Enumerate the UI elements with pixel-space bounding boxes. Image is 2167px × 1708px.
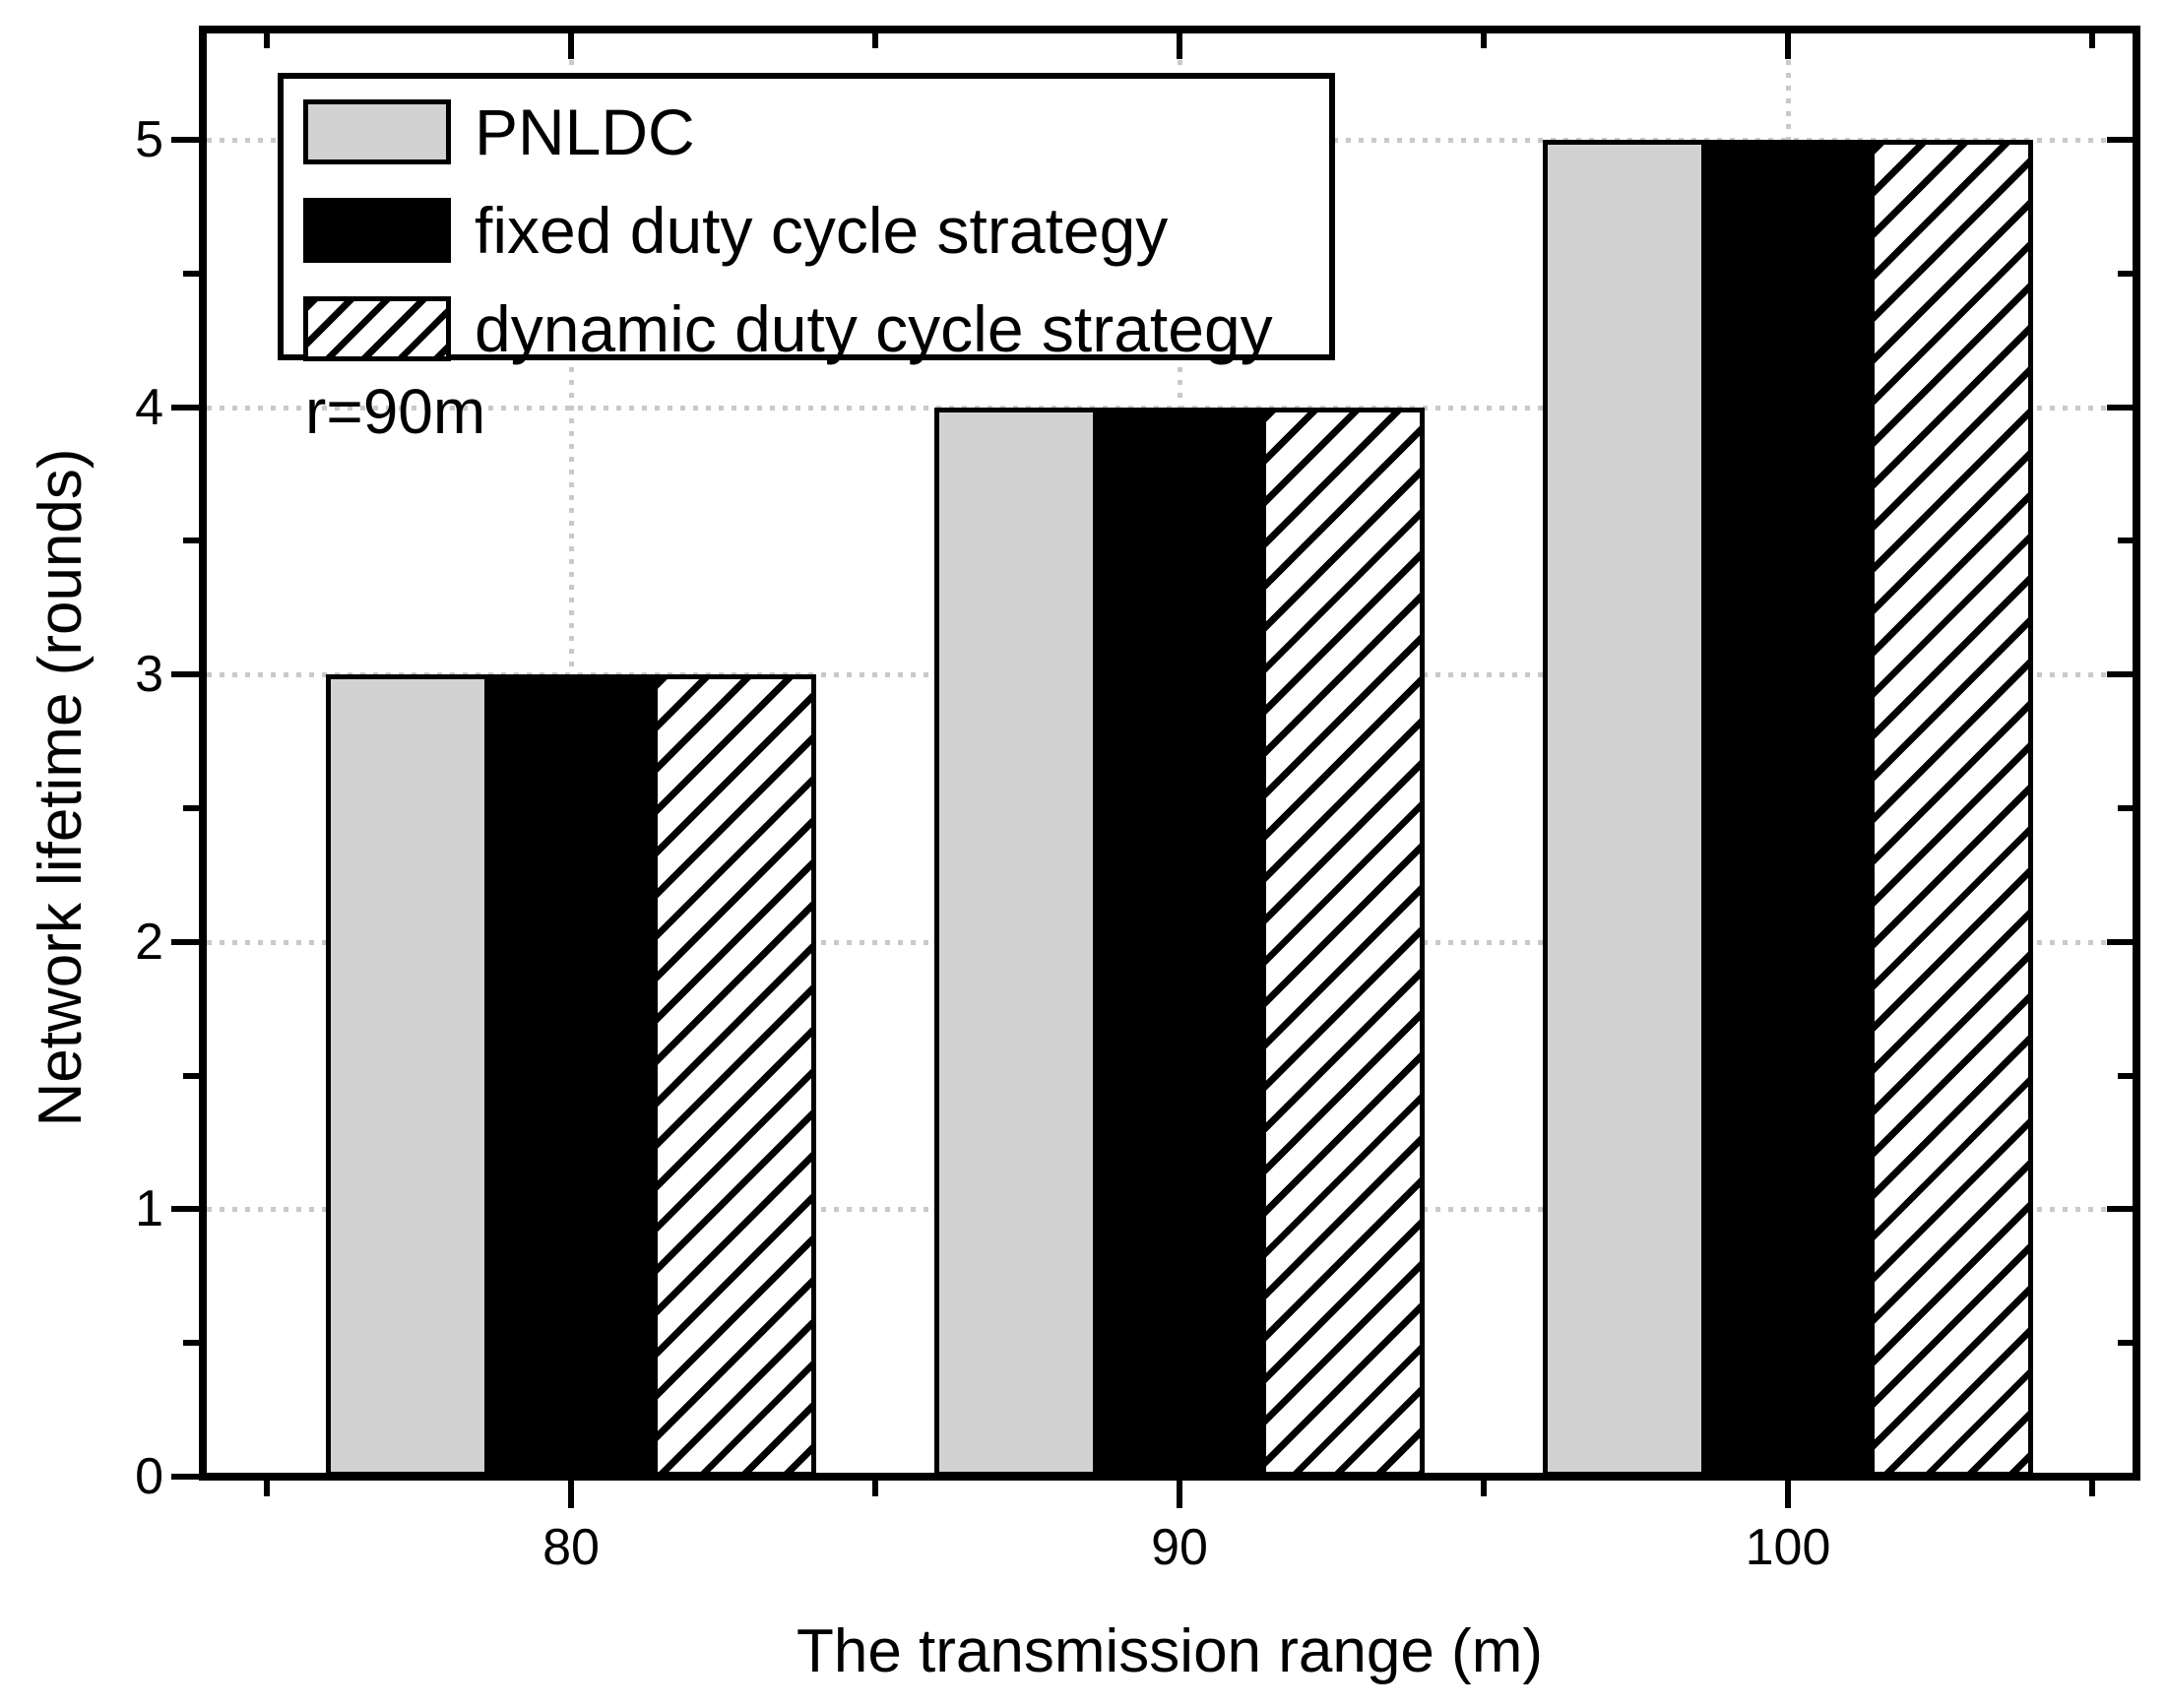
x-major-tick-top-100 [1785,33,1791,59]
y-tick-label-3: 3 [135,646,163,704]
legend-swatch-gray [303,99,451,164]
x-minor-tick-top-0 [264,33,270,48]
annotation-r90m: r=90m [305,376,486,447]
y-major-tick-right-4 [2107,404,2133,411]
y-minor-tick-left-3.5 [183,538,199,544]
x-minor-tick-top-3 [2089,33,2095,48]
x-major-tick-top-80 [568,33,574,59]
y-minor-tick-left-2.5 [183,805,199,811]
x-major-tick-top-90 [1177,33,1182,59]
y-minor-tick-left-0.5 [183,1340,199,1347]
y-minor-tick-right-1.5 [2118,1072,2133,1079]
y-major-tick-left-3 [171,671,199,678]
y-major-tick-left-1 [171,1206,199,1213]
x-minor-tick-bottom-2 [1481,1481,1487,1496]
y-major-tick-right-2 [2107,938,2133,945]
legend: PNLDC fixed duty cycle strategy dynamic du… [278,73,1335,364]
y-tick-label-2: 2 [135,913,163,971]
bar-hatch-90 [1261,407,1425,1477]
x-axis-title: The transmission range (m) [796,1617,1544,1685]
x-major-tick-bottom-80 [568,1481,574,1508]
y-major-tick-left-5 [171,137,199,143]
bar-gray-80 [326,674,489,1477]
y-major-tick-left-4 [171,404,199,411]
x-tick-label-80: 80 [542,1519,600,1576]
x-major-tick-bottom-100 [1785,1481,1791,1508]
y-tick-label-4: 4 [135,378,163,436]
y-tick-label-1: 1 [135,1180,163,1238]
legend-label: PNLDC [475,95,695,168]
y-major-tick-left-0 [171,1474,199,1480]
bar-gray-90 [934,407,1098,1477]
legend-label: fixed duty cycle strategy [475,194,1169,267]
legend-swatch-hatch [303,296,451,361]
y-minor-tick-right-2.5 [2118,805,2133,811]
legend-item: fixed duty cycle strategy [303,195,1329,266]
y-major-tick-right-5 [2107,137,2133,143]
x-minor-tick-top-2 [1481,33,1487,48]
y-major-tick-right-1 [2107,1206,2133,1213]
bar-black-80 [489,674,653,1477]
x-minor-tick-top-1 [872,33,878,48]
bar-gray-100 [1543,140,1706,1477]
plot-frame-border [199,26,2140,1481]
y-tick-label-0: 0 [135,1448,163,1505]
y-minor-tick-right-4.5 [2118,270,2133,277]
x-minor-tick-bottom-1 [872,1481,878,1496]
legend-item: PNLDC [303,96,1329,167]
bar-hatch-100 [1870,140,2033,1477]
x-minor-tick-bottom-3 [2089,1481,2095,1496]
y-major-tick-right-0 [2107,1474,2133,1480]
y-major-tick-right-3 [2107,671,2133,678]
legend-label: dynamic duty cycle strategy [475,292,1273,365]
y-major-tick-left-2 [171,938,199,945]
x-minor-tick-bottom-0 [264,1481,270,1496]
x-major-tick-bottom-90 [1177,1481,1182,1508]
y-minor-tick-left-4.5 [183,270,199,277]
y-minor-tick-left-1.5 [183,1072,199,1079]
y-minor-tick-right-3.5 [2118,538,2133,544]
bar-hatch-80 [653,674,816,1477]
bar-black-90 [1098,407,1261,1477]
x-tick-label-100: 100 [1745,1519,1831,1576]
y-minor-tick-right-0.5 [2118,1340,2133,1347]
legend-swatch-black [303,198,451,263]
bar-black-100 [1706,140,1870,1477]
legend-item: dynamic duty cycle strategy [303,293,1329,364]
y-tick-label-5: 5 [135,111,163,168]
x-tick-label-90: 90 [1151,1519,1208,1576]
